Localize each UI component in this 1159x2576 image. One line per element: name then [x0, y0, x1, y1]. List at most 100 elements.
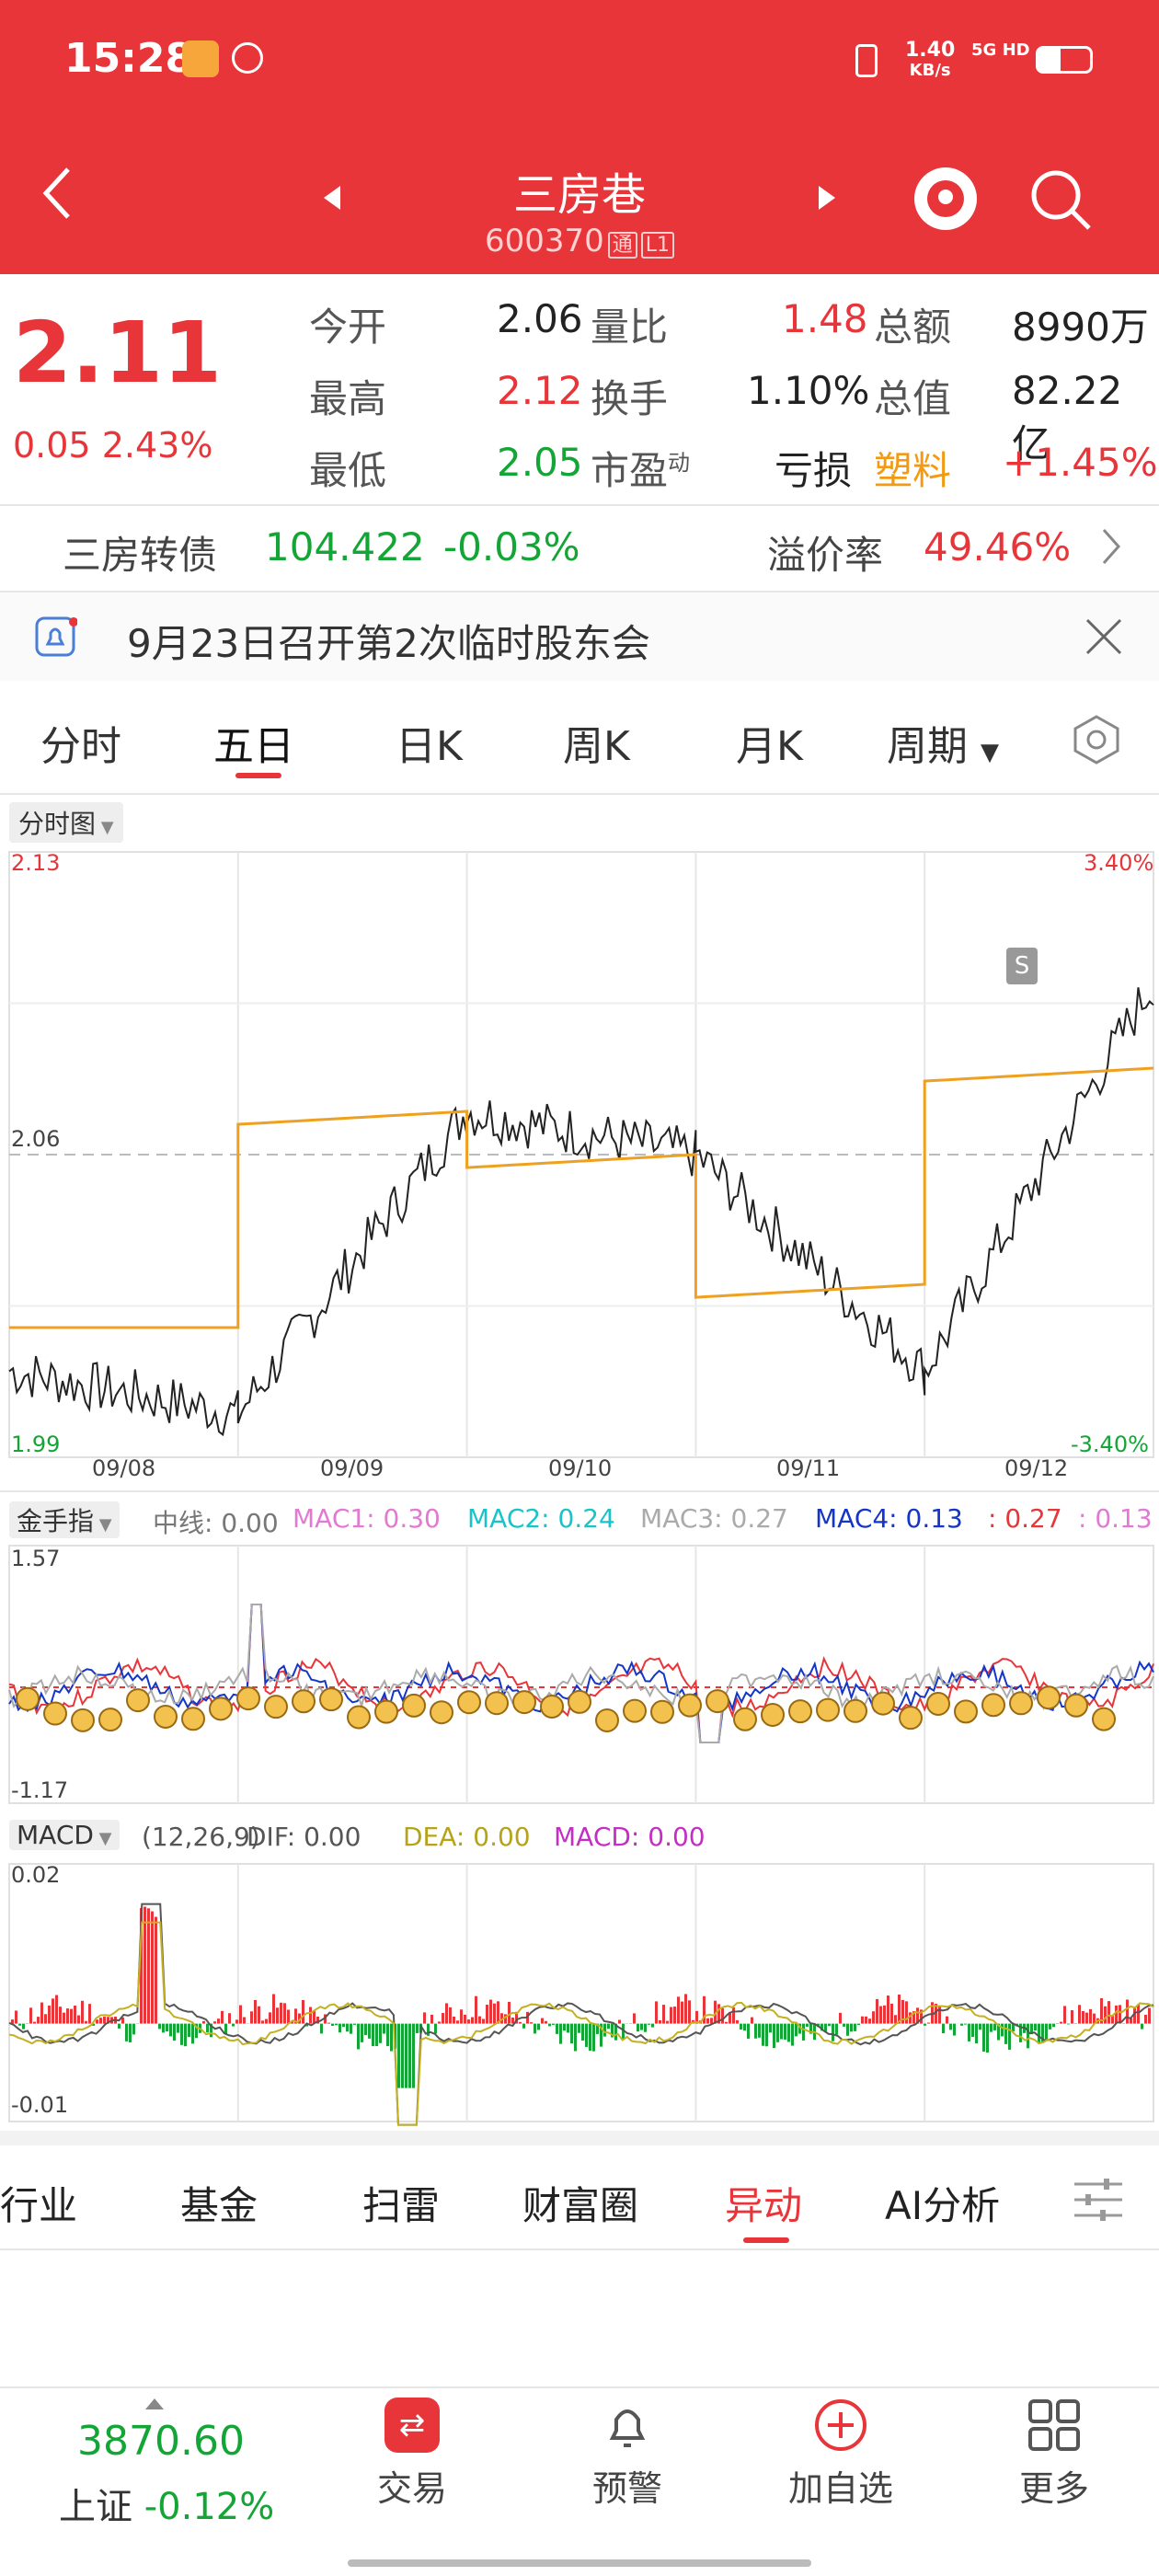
expand-up-icon[interactable]: [145, 2396, 164, 2413]
settings-hexagon-icon[interactable]: [1071, 714, 1122, 769]
macd-bar: [500, 2013, 503, 2024]
macd-bar: [611, 2023, 614, 2038]
bond-price: 104.422: [265, 524, 425, 569]
macd-bar: [1001, 2023, 1004, 2037]
macd-bar: [1148, 2007, 1151, 2024]
mid-line-value: 中线: 0.00: [153, 1508, 279, 1538]
tab-risk-scan[interactable]: 扫雷: [362, 2183, 441, 2228]
macd-bar: [1144, 2014, 1147, 2024]
macd-bar: [155, 1916, 157, 2024]
macd-bar: [714, 2000, 717, 2024]
search-icon[interactable]: [1028, 167, 1093, 236]
tab-weekly-k[interactable]: 周K: [563, 723, 630, 770]
macd-bar: [765, 2023, 768, 2047]
macd-bar: [946, 2016, 948, 2024]
indicator-selector[interactable]: 金手指 ▼: [9, 1501, 120, 1538]
prev-stock-icon[interactable]: [322, 184, 342, 215]
macd-selector[interactable]: MACD ▼: [9, 1820, 120, 1850]
macd-bar: [1063, 2006, 1066, 2024]
macd-bar: [364, 2023, 367, 2036]
macd-chart[interactable]: [0, 1860, 1159, 2127]
back-icon[interactable]: [37, 166, 77, 219]
macd-bar: [269, 2012, 271, 2024]
macd-bar: [169, 2023, 172, 2037]
macd-bar: [66, 2008, 69, 2024]
value-market-cap: 82.22亿: [1012, 368, 1123, 466]
close-icon[interactable]: [1084, 616, 1124, 661]
macd-bar: [423, 2012, 426, 2024]
macd-bar: [313, 2010, 316, 2024]
stock-name: 三房巷: [512, 169, 646, 221]
macd-bar: [511, 2017, 514, 2024]
chart-type-selector[interactable]: 分时图 ▼: [9, 802, 123, 843]
macd-bar: [559, 2023, 562, 2044]
price-line: [8, 987, 1154, 1437]
macd-bar: [556, 2023, 558, 2034]
macd-bar: [589, 2023, 591, 2051]
pct-axis-max: 3.40%: [1084, 850, 1154, 876]
ind-y-max: 1.57: [11, 1546, 61, 1571]
macd-bar: [854, 2023, 856, 2031]
finger-indicator-chart[interactable]: [0, 1542, 1159, 1809]
indicator-line: [8, 1604, 1154, 1743]
macd-bar: [235, 2019, 238, 2024]
tab-settings-sliders-icon[interactable]: [1073, 2177, 1124, 2226]
macd-bar: [386, 2023, 389, 2046]
macd-bar: [397, 2023, 400, 2088]
macd-bar: [434, 2023, 437, 2034]
tab-industry[interactable]: 行业: [0, 2183, 78, 2228]
tab-fund[interactable]: 基金: [180, 2183, 258, 2228]
trade-button[interactable]: ⇄ 交易: [311, 2398, 513, 2511]
tab-five-day[interactable]: 五日: [213, 723, 294, 770]
finger-marker: [485, 1691, 509, 1716]
notice-bar[interactable]: 9月23日召开第2次临时股东会: [0, 592, 1159, 681]
alert-button[interactable]: 预警: [526, 2398, 729, 2511]
mac3-value: MAC3: 0.27: [640, 1503, 788, 1534]
macd-bar: [677, 1996, 680, 2024]
footer-divider: [0, 2386, 1159, 2388]
five-day-price-chart[interactable]: [0, 828, 1159, 1472]
tab-wealth-circle[interactable]: 财富圈: [522, 2183, 639, 2228]
next-stock-icon[interactable]: [817, 184, 837, 215]
macd-bar: [327, 2022, 330, 2024]
macd-bar: [721, 2007, 724, 2024]
macd-bar: [1067, 2023, 1070, 2025]
macd-bar: [754, 2023, 757, 2039]
status-time: 15:28: [64, 35, 194, 82]
finger-marker: [457, 1690, 481, 1715]
macd-bar: [1034, 2023, 1037, 2031]
macd-bar: [640, 2023, 643, 2030]
add-watchlist-button[interactable]: 加自选: [740, 2398, 942, 2511]
convertible-bond-row[interactable]: 三房转债 104.422 -0.03% 溢价率 49.46%: [0, 506, 1159, 591]
macd-bar: [960, 2023, 963, 2026]
tab-monthly-k[interactable]: 月K: [736, 723, 803, 770]
label-high: 最高: [309, 376, 387, 421]
macd-bar: [1107, 2001, 1110, 2024]
sell-marker[interactable]: S: [1006, 948, 1038, 984]
macd-bar: [931, 2002, 934, 2024]
tab-daily-k[interactable]: 日K: [396, 723, 463, 770]
more-button[interactable]: 更多: [953, 2398, 1155, 2511]
macd-bar: [986, 2023, 989, 2053]
sector-name[interactable]: 塑料: [874, 448, 952, 493]
robot-assistant-icon[interactable]: [914, 167, 977, 230]
tab-period[interactable]: 周期 ▼: [887, 723, 999, 770]
macd-bar: [548, 2023, 551, 2027]
macd-bar: [662, 2005, 665, 2024]
macd-bar: [438, 2021, 441, 2024]
macd-bar: [298, 2013, 301, 2024]
macd-bar: [390, 2023, 393, 2052]
macd-bar: [846, 2023, 849, 2036]
index-value[interactable]: 3870.60: [77, 2418, 245, 2465]
tab-ai-analysis[interactable]: AI分析: [885, 2183, 1001, 2228]
macd-bar: [883, 2005, 886, 2024]
tab-movement[interactable]: 异动: [725, 2183, 803, 2228]
macd-bar: [997, 2023, 1000, 2041]
macd-bar: [15, 2010, 17, 2024]
macd-bar: [173, 2023, 176, 2041]
macd-bar: [563, 2023, 566, 2031]
finger-marker: [733, 1707, 757, 1731]
macd-bar: [77, 2015, 80, 2024]
tab-intraday[interactable]: 分时: [40, 723, 121, 770]
macd-bar: [486, 2005, 488, 2024]
